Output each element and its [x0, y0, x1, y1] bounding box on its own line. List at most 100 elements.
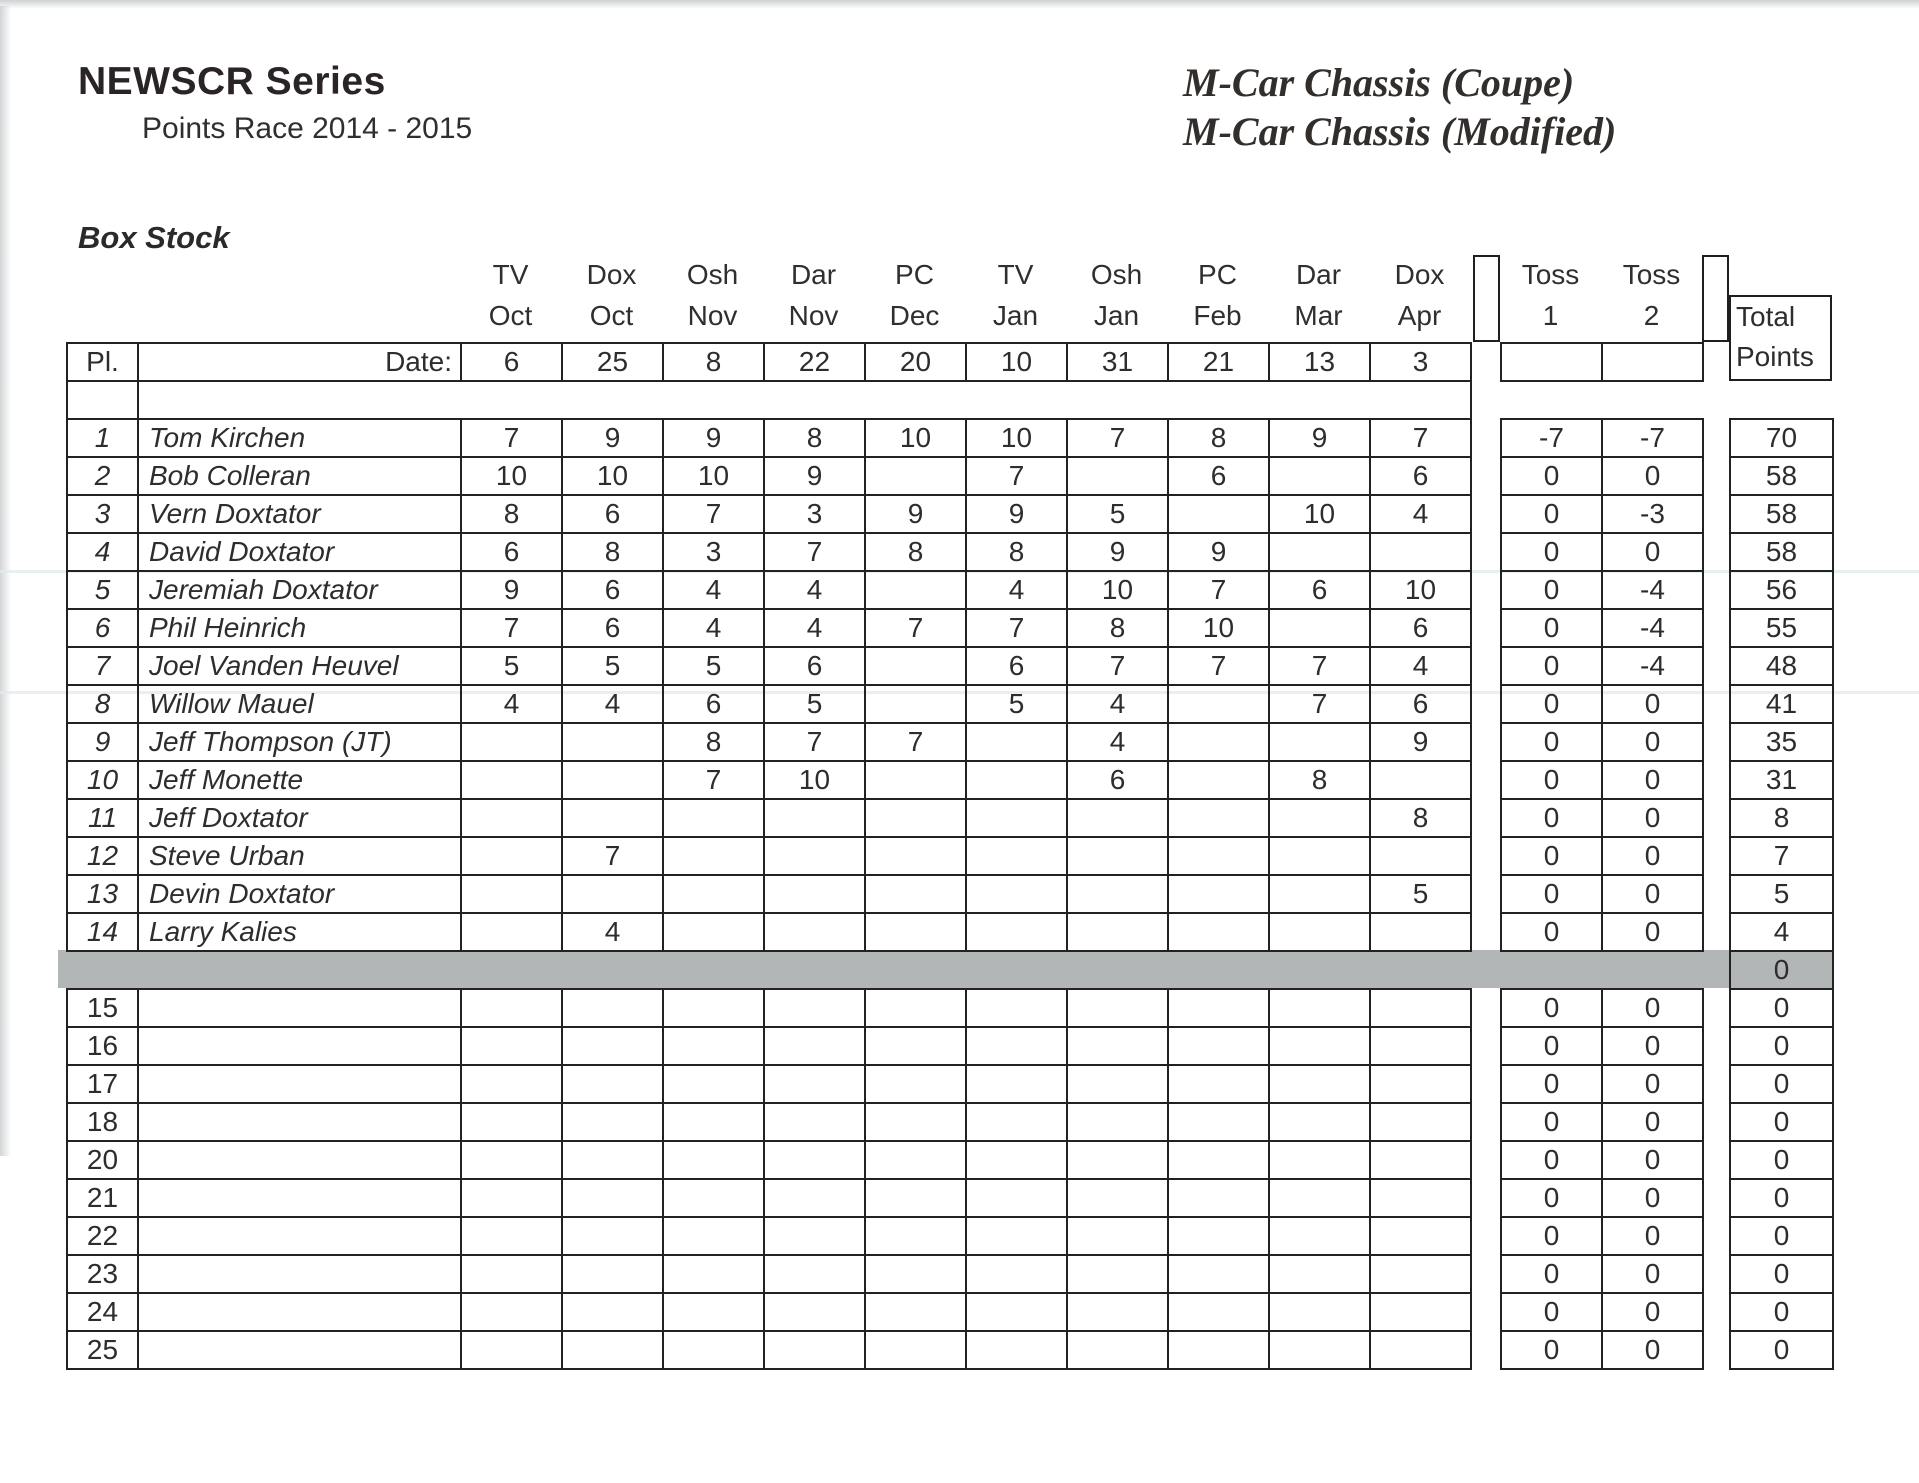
score-cell — [662, 988, 765, 1028]
score-cell — [460, 1102, 563, 1142]
score-cell — [763, 1330, 866, 1370]
score-cell — [763, 1026, 866, 1066]
score-cell — [965, 912, 1068, 952]
score-cell — [763, 1254, 866, 1294]
score-cell: 8 — [763, 418, 866, 458]
toss-cell: 0 — [1500, 1102, 1603, 1142]
race-venue-label: Dox — [1394, 259, 1445, 290]
score-cell — [965, 1102, 1068, 1142]
score-cell: 10 — [460, 456, 563, 496]
race-venue-label: TV — [492, 259, 529, 290]
toss-spacer-cell — [1602, 381, 1703, 419]
score-cell — [561, 1216, 664, 1256]
toss-cell: 0 — [1601, 798, 1704, 838]
toss-cell: -4 — [1601, 570, 1704, 610]
total-cell: 0 — [1729, 988, 1834, 1028]
score-cell — [1369, 988, 1472, 1028]
toss-cell: 0 — [1500, 1064, 1603, 1104]
pl-cell: 20 — [66, 1140, 139, 1180]
driver-name-cell: Jeff Doxtator — [137, 798, 462, 838]
pl-cell: 10 — [66, 760, 139, 800]
score-cell — [1268, 1216, 1371, 1256]
score-cell: 10 — [763, 760, 866, 800]
toss-cell: 0 — [1500, 494, 1603, 534]
score-cell — [460, 1216, 563, 1256]
score-cell: 6 — [1268, 570, 1371, 610]
score-cell: 4 — [1066, 722, 1169, 762]
score-cell — [1066, 1330, 1169, 1370]
total-cell: 0 — [1729, 1140, 1834, 1180]
score-cell: 7 — [662, 494, 765, 534]
score-cell — [1066, 798, 1169, 838]
driver-name-cell: Jeremiah Doxtator — [137, 570, 462, 610]
score-cell — [1066, 1216, 1169, 1256]
pl-cell: 7 — [66, 646, 139, 686]
score-cell: 6 — [1369, 684, 1472, 724]
score-cell — [561, 722, 664, 762]
score-cell — [864, 1140, 967, 1180]
driver-name-cell: Vern Doxtator — [137, 494, 462, 534]
race-month-label: Dec — [889, 300, 940, 331]
pl-cell: 2 — [66, 456, 139, 496]
score-cell — [1369, 1178, 1472, 1218]
score-cell: 7 — [864, 722, 967, 762]
score-cell — [864, 874, 967, 914]
score-cell — [460, 1330, 563, 1370]
score-cell — [460, 1026, 563, 1066]
score-cell — [965, 1330, 1068, 1370]
toss-cell: 0 — [1500, 836, 1603, 876]
total-cell: 0 — [1729, 1178, 1834, 1218]
score-cell — [864, 684, 967, 724]
pl-cell: 22 — [66, 1216, 139, 1256]
toss-cell: 0 — [1601, 1102, 1704, 1142]
driver-name-cell: Devin Doxtator — [137, 874, 462, 914]
score-cell: 8 — [662, 722, 765, 762]
score-cell: 4 — [662, 608, 765, 648]
pl-cell: 17 — [66, 1064, 139, 1104]
race-month-label: Apr — [1397, 300, 1442, 331]
driver-name-cell — [137, 1102, 462, 1142]
score-cell — [1066, 456, 1169, 496]
score-cell: 4 — [662, 570, 765, 610]
toss-cell: 0 — [1500, 1216, 1603, 1256]
toss-cell: 0 — [1601, 456, 1704, 496]
score-cell: 5 — [662, 646, 765, 686]
score-cell: 7 — [1167, 570, 1270, 610]
total-cell: 58 — [1729, 532, 1834, 572]
date-cell: 25 — [561, 342, 664, 382]
score-cell: 5 — [561, 646, 664, 686]
score-cell — [662, 1026, 765, 1066]
score-cell — [460, 874, 563, 914]
driver-name-cell — [137, 1026, 462, 1066]
toss-cell: 0 — [1601, 1178, 1704, 1218]
score-cell — [965, 1026, 1068, 1066]
score-cell — [662, 1178, 765, 1218]
score-cell — [763, 798, 866, 838]
score-cell — [864, 1292, 967, 1332]
score-cell — [1369, 1102, 1472, 1142]
score-cell — [965, 836, 1068, 876]
score-cell — [1066, 1292, 1169, 1332]
pl-cell: 11 — [66, 798, 139, 838]
driver-name-cell — [137, 988, 462, 1028]
score-cell — [1066, 1254, 1169, 1294]
toss-spacer-cell — [1501, 381, 1602, 419]
score-cell: 8 — [1066, 608, 1169, 648]
score-cell: 4 — [1066, 684, 1169, 724]
score-cell: 7 — [763, 722, 866, 762]
score-cell — [763, 1292, 866, 1332]
score-cell — [460, 1178, 563, 1218]
score-cell — [561, 1254, 664, 1294]
score-cell — [864, 570, 967, 610]
score-cell — [662, 1102, 765, 1142]
score-cell: 6 — [662, 684, 765, 724]
scan-edge-left — [0, 6, 11, 1156]
score-cell: 5 — [965, 684, 1068, 724]
score-cell — [1369, 1140, 1472, 1180]
toss-header-number: 1 — [1542, 300, 1559, 331]
score-cell — [965, 1292, 1068, 1332]
race-venue-label: Osh — [686, 259, 739, 290]
toss-cell: -4 — [1601, 608, 1704, 648]
gray-band — [58, 950, 1834, 988]
score-cell — [1167, 874, 1270, 914]
